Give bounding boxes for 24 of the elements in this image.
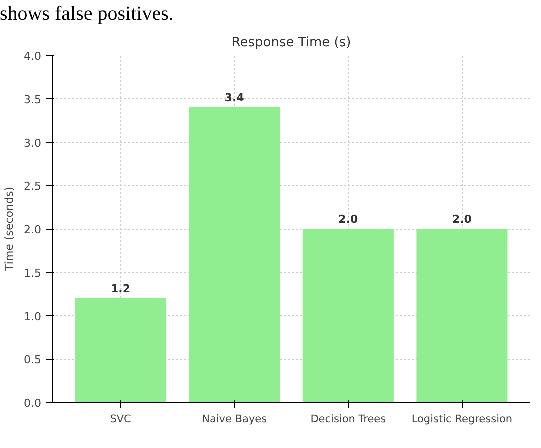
bar <box>75 298 166 402</box>
chart-title: Response Time (s) <box>232 36 352 50</box>
y-axis-title: Time (seconds) <box>3 187 16 272</box>
x-tick-label: Decision Trees <box>310 414 386 426</box>
bar <box>302 229 394 402</box>
text: shows false positives. <box>0 2 174 27</box>
y-tick-label: 1.0 <box>24 310 42 324</box>
data-label: 2.0 <box>338 213 358 226</box>
x-tick-label: Logistic Regression <box>412 414 513 426</box>
y-tick-label: 2.5 <box>24 180 42 194</box>
y-tick-label: 1.5 <box>24 266 42 280</box>
y-tick-label: 0.5 <box>24 354 42 367</box>
x-tick-label: SVC <box>110 414 132 426</box>
x-tick-label: Naive Bayes <box>202 414 268 426</box>
y-tick-label: 0.0 <box>24 397 42 410</box>
y-tick-label: 3.5 <box>24 93 42 106</box>
bar <box>416 229 508 402</box>
y-tick-label: 3.0 <box>24 136 42 150</box>
data-label: 3.4 <box>224 92 245 105</box>
y-tick-label: 2.0 <box>24 224 42 236</box>
data-label: 1.2 <box>111 282 131 296</box>
bar <box>189 108 280 402</box>
data-label: 2.0 <box>452 213 472 226</box>
y-tick-label: 4.0 <box>24 50 42 63</box>
